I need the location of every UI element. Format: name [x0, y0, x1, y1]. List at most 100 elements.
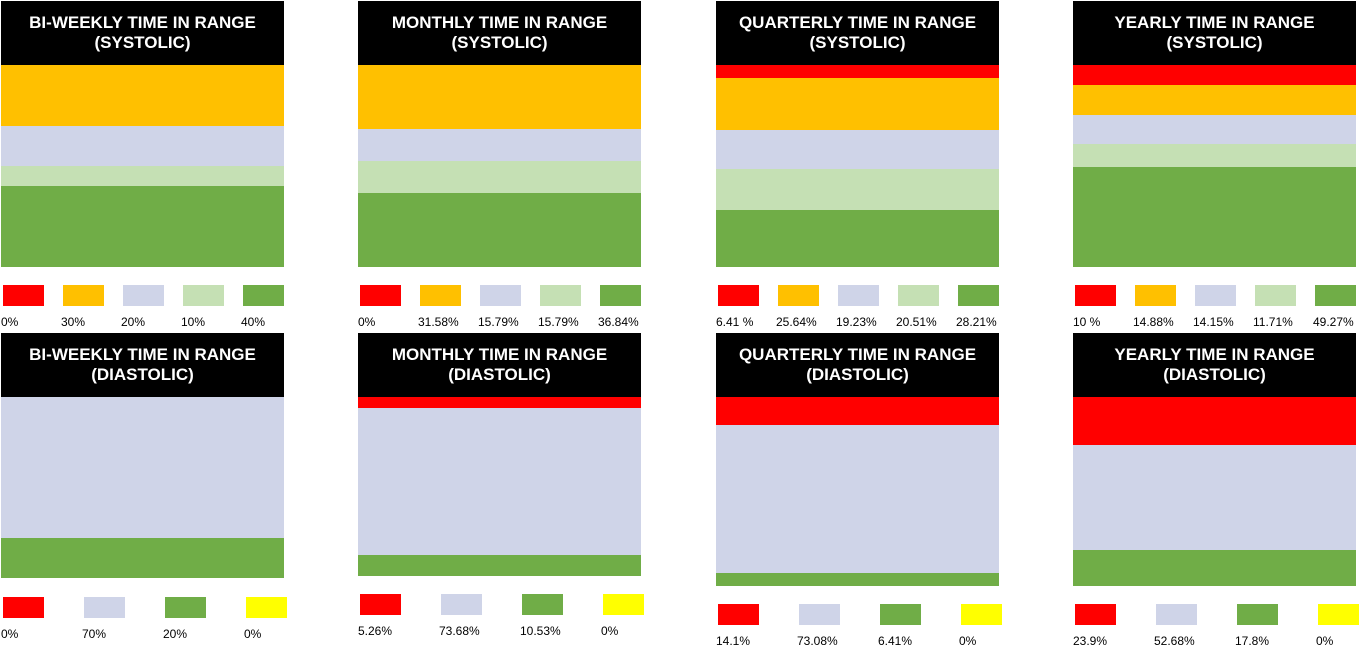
legend-swatch: [360, 285, 401, 306]
legend-value-label: 70%: [82, 627, 107, 641]
bar-segment: [1, 65, 284, 127]
legend-swatch: [3, 597, 44, 618]
legend-swatch: [718, 604, 759, 625]
legend-value-label: 11.71%: [1253, 315, 1293, 329]
bar-segment: [358, 554, 641, 577]
bar-segment: [1073, 167, 1356, 268]
legend-swatch: [3, 285, 44, 306]
stacked-bar: [716, 65, 999, 268]
legend-swatch: [63, 285, 104, 306]
legend-value-label: 40%: [241, 315, 266, 329]
bar-segment: [716, 573, 999, 587]
legend-swatch: [1255, 285, 1296, 306]
stacked-bar: [1, 397, 284, 579]
chart-monthly-diastolic: MONTHLY TIME IN RANGE (DIASTOLIC) 5.26% 7…: [358, 333, 644, 649]
legend-value-label: 0%: [244, 627, 262, 641]
chart-biweekly-systolic: BI-WEEKLY TIME IN RANGE (SYSTOLIC) 0% 30%…: [1, 1, 284, 331]
chart-title: BI-WEEKLY TIME IN RANGE (SYSTOLIC): [1, 1, 284, 65]
legend-swatch: [961, 604, 1002, 625]
legend-swatch: [183, 285, 224, 306]
legend-value-label: 15.79%: [478, 315, 519, 329]
legend-value-label: 19.23%: [836, 315, 877, 329]
legend-value-label: 14.1%: [716, 634, 751, 648]
legend-value-label: 25.64%: [776, 315, 817, 329]
legend-value-label: 30%: [61, 315, 86, 329]
bar-segment: [716, 168, 999, 211]
chart-title: YEARLY TIME IN RANGE (SYSTOLIC): [1073, 1, 1356, 65]
legend-swatch: [84, 597, 125, 618]
chart-title: QUARTERLY TIME IN RANGE (DIASTOLIC): [716, 333, 999, 397]
legend-swatch: [880, 604, 921, 625]
legend-value-label: 0%: [1, 627, 19, 641]
chart-monthly-systolic: MONTHLY TIME IN RANGE (SYSTOLIC) 0% 31.58…: [358, 1, 641, 331]
legend-value-label: 73.68%: [439, 624, 480, 638]
legend-swatch: [778, 285, 819, 306]
legend-value-label: 14.15%: [1193, 315, 1234, 329]
legend-value-label: 0%: [1, 315, 19, 329]
legend-value-label: 31.58%: [418, 315, 459, 329]
bar-segment: [1073, 397, 1356, 446]
chart-title: QUARTERLY TIME IN RANGE (SYSTOLIC): [716, 1, 999, 65]
legend-value-label: 36.84%: [598, 315, 639, 329]
bar-segment: [716, 77, 999, 131]
legend-swatch: [420, 285, 461, 306]
legend-value-label: 5.26%: [358, 624, 393, 638]
bar-segment: [1073, 85, 1356, 116]
legend-value-label: 0%: [959, 634, 977, 648]
chart-quarterly-diastolic: QUARTERLY TIME IN RANGE (DIASTOLIC) 14.1…: [716, 333, 1002, 649]
legend-value-label: 10%: [181, 315, 206, 329]
legend-swatch: [799, 604, 840, 625]
legend-swatch: [958, 285, 999, 306]
chart-title: YEARLY TIME IN RANGE (DIASTOLIC): [1073, 333, 1356, 397]
legend-value-label: 28.21%: [956, 315, 997, 329]
bar-segment: [1, 397, 284, 539]
legend-value-label: 6.41%: [878, 634, 913, 648]
legend-swatch: [600, 285, 641, 306]
bar-segment: [716, 65, 999, 79]
bar-segment: [358, 192, 641, 268]
legend-swatch: [1195, 285, 1236, 306]
bar-segment: [716, 210, 999, 268]
legend-swatch: [1315, 285, 1356, 306]
legend-value-label: 15.79%: [538, 315, 579, 329]
legend-swatch: [360, 594, 401, 615]
stacked-bar: [1073, 397, 1356, 587]
stacked-bar: [358, 397, 641, 577]
legend-swatch: [603, 594, 644, 615]
bar-segment: [1073, 550, 1356, 587]
bar-segment: [358, 128, 641, 162]
legend-swatch: [165, 597, 206, 618]
legend-swatch: [838, 285, 879, 306]
legend-value-label: 20%: [163, 627, 188, 641]
bar-segment: [1073, 65, 1356, 86]
legend-value-label: 10 %: [1073, 315, 1101, 329]
bar-segment: [1, 125, 284, 167]
legend-swatch: [246, 597, 287, 618]
bar-segment: [716, 129, 999, 170]
legend-value-label: 20.51%: [896, 315, 937, 329]
legend-swatch: [123, 285, 164, 306]
bar-segment: [716, 425, 999, 574]
legend-value-label: 73.08%: [797, 634, 838, 648]
legend-swatch: [1318, 604, 1359, 625]
legend-value-label: 0%: [358, 315, 376, 329]
bar-segment: [1, 537, 284, 579]
bar-segment: [358, 65, 641, 130]
legend-swatch: [1135, 285, 1176, 306]
legend-swatch: [441, 594, 482, 615]
legend-value-label: 49.27%: [1313, 315, 1354, 329]
legend-value-label: 6.41 %: [716, 315, 754, 329]
legend-swatch: [480, 285, 521, 306]
bar-segment: [358, 397, 641, 409]
legend-swatch: [898, 285, 939, 306]
chart-title: BI-WEEKLY TIME IN RANGE (DIASTOLIC): [1, 333, 284, 397]
chart-biweekly-diastolic: BI-WEEKLY TIME IN RANGE (DIASTOLIC) 0% 70…: [1, 333, 287, 649]
chart-title: MONTHLY TIME IN RANGE (DIASTOLIC): [358, 333, 641, 397]
legend-swatch: [540, 285, 581, 306]
stacked-bar: [716, 397, 999, 587]
legend-swatch: [243, 285, 284, 306]
legend-swatch: [718, 285, 759, 306]
stacked-bar: [358, 65, 641, 268]
bar-segment: [1073, 115, 1356, 145]
chart-yearly-diastolic: YEARLY TIME IN RANGE (DIASTOLIC) 23.9% 52…: [1073, 333, 1359, 649]
